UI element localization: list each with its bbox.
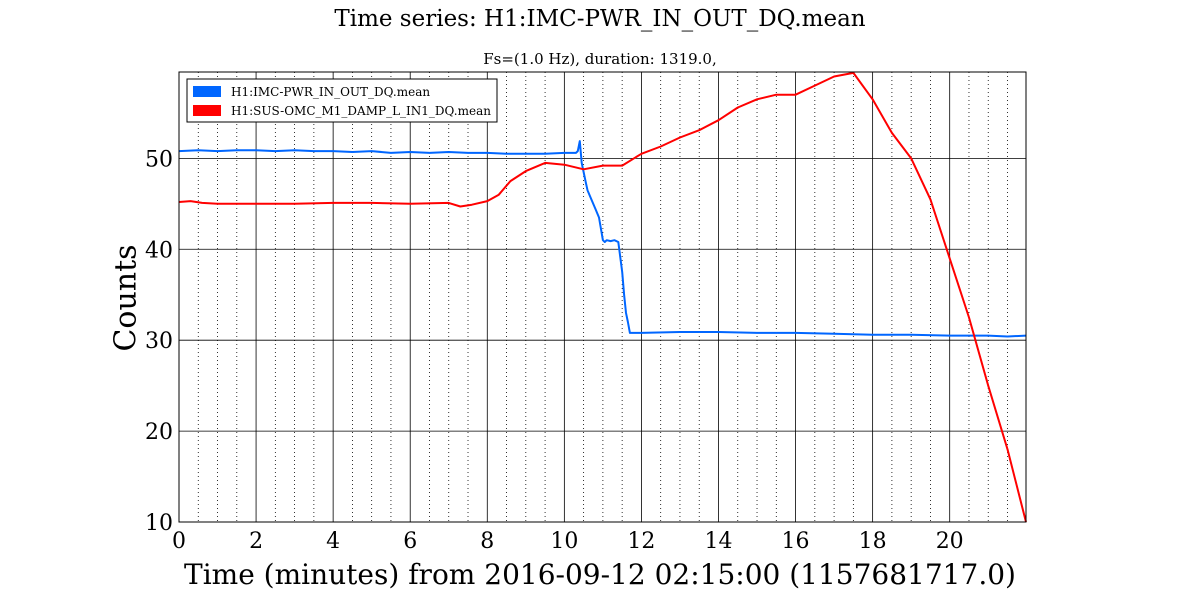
x-tick-label: 4 xyxy=(326,529,340,554)
series-line-1 xyxy=(178,140,1027,338)
x-tick-label: 8 xyxy=(480,529,494,554)
legend-swatch xyxy=(193,86,221,97)
x-tick-label: 16 xyxy=(782,529,810,554)
x-tick-label: 2 xyxy=(249,529,263,554)
legend-entry-2: H1:SUS-OMC_M1_DAMP_L_IN1_DQ.mean xyxy=(231,104,491,118)
y-axis-label: Counts xyxy=(108,244,144,352)
x-tick-label: 0 xyxy=(172,529,186,554)
y-tick-label: 30 xyxy=(145,329,173,354)
x-tick-label: 10 xyxy=(550,529,578,554)
legend: H1:IMC-PWR_IN_OUT_DQ.mean H1:SUS-OMC_M1_D… xyxy=(186,78,498,123)
x-tick-label: 20 xyxy=(936,529,964,554)
legend-box xyxy=(186,78,498,123)
x-tick-label: 18 xyxy=(859,529,887,554)
x-tick-label: 14 xyxy=(704,529,732,554)
series-line-2 xyxy=(178,71,1027,523)
x-axis-label: Time (minutes) from 2016-09-12 02:15:00 … xyxy=(184,558,1016,591)
y-tick-label: 20 xyxy=(145,420,173,445)
chart-subtitle: Fs=(1.0 Hz), duration: 1319.0, xyxy=(483,50,717,68)
series-group xyxy=(178,71,1027,523)
y-tick-label: 50 xyxy=(145,147,173,172)
grid xyxy=(179,72,1026,522)
plot-frame xyxy=(178,71,1027,523)
y-tick-label: 10 xyxy=(145,511,173,536)
legend-swatch xyxy=(193,105,221,116)
chart-title: Time series: H1:IMC-PWR_IN_OUT_DQ.mean xyxy=(334,6,866,32)
y-tick-label: 40 xyxy=(145,238,173,263)
x-tick-label: 6 xyxy=(403,529,417,554)
legend-entry-1: H1:IMC-PWR_IN_OUT_DQ.mean xyxy=(231,85,430,99)
axis-ticks: 0 2 4 6 8 10 12 14 16 18 20 10 20 30 40 50 xyxy=(145,147,964,554)
x-tick-label: 12 xyxy=(627,529,655,554)
